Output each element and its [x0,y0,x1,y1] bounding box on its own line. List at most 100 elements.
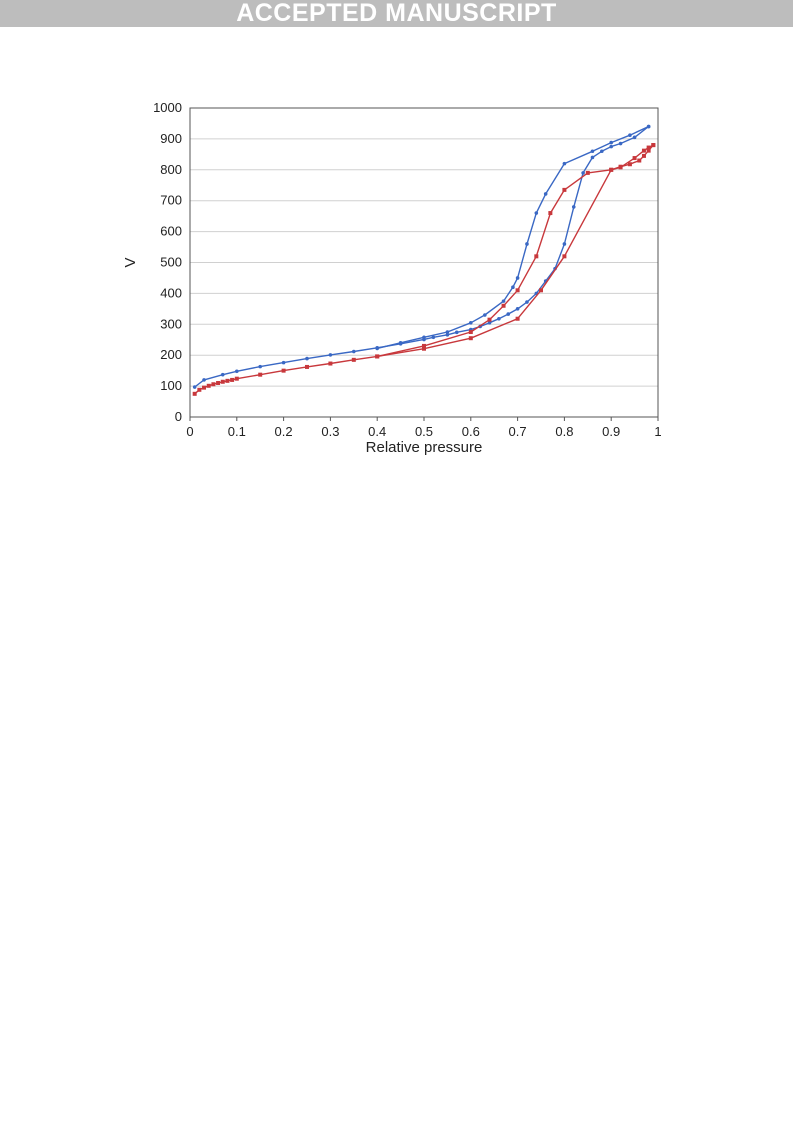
label-layer: 0 100 200 300 400 500 600 700 800 900 1000 0 0.1 0.2 0… [122,100,662,456]
data-point-blue [422,335,426,340]
data-point-red [501,303,506,308]
x-tick-label: 0.4 [368,424,386,439]
data-point-red [258,372,263,377]
data-point-red [515,316,520,321]
accepted-manuscript-banner: ACCEPTED MANUSCRIPT [0,0,793,27]
y-tick-label: 600 [160,224,182,239]
data-point-blue [487,320,492,325]
data-point-blue [445,333,450,337]
x-tick-label: 0.2 [275,424,293,439]
data-point-blue [646,124,651,129]
data-point-red [197,387,202,392]
y-tick-label: 700 [160,193,182,208]
data-point-blue [454,330,459,335]
y-tick-label: 400 [160,285,182,300]
data-point-red [646,145,651,150]
x-tick-label: 0.7 [509,424,527,439]
data-point-blue [483,313,487,317]
data-point-red [375,354,380,359]
data-point-red [220,379,225,384]
data-point-blue [431,335,436,340]
data-point-red [548,211,553,216]
data-point-red [618,165,623,170]
data-point-red [609,167,614,172]
data-point-red [328,361,333,366]
data-point-blue [590,155,595,160]
data-point-blue [281,360,286,365]
data-point-blue [192,385,197,389]
y-tick-label: 0 [175,409,182,424]
data-point-red [468,336,473,341]
x-tick-label: 0.1 [228,424,246,439]
data-point-red [202,385,207,390]
y-tick-label: 300 [160,316,182,331]
data-point-blue [469,320,473,325]
data-point-blue [375,346,380,351]
x-tick-label: 1 [654,424,661,439]
data-point-red [487,317,492,322]
x-tick-label: 0.8 [555,424,573,439]
data-point-blue [600,149,604,154]
data-point-red [230,377,235,382]
data-point-blue [534,211,539,215]
data-point-blue [609,140,613,145]
data-point-red [637,158,642,163]
y-tick-label: 1000 [153,100,182,115]
data-point-blue [632,135,637,140]
data-point-red [632,156,637,161]
data-point-blue [525,300,529,304]
data-point-red [585,170,590,175]
plot-frame [189,107,659,418]
x-tick-label: 0.9 [602,424,620,439]
data-point-red [641,148,646,153]
data-point-blue [628,133,632,137]
data-point-red [216,381,221,386]
data-point-blue [501,299,506,303]
x-axis-label: Relative pressure [366,439,483,456]
series-line-blue-adsorption [193,125,650,388]
data-point-blue [571,205,576,209]
y-axis-label: V [122,257,139,267]
data-point-blue [506,312,511,316]
data-point-red [515,288,520,293]
x-tick-label: 0.5 [415,424,433,439]
data-point-red [225,378,230,383]
data-point-blue [497,316,501,321]
data-point-blue [581,171,585,175]
data-point-red [192,391,197,396]
data-point-blue [562,242,567,246]
x-tick-label: 0.6 [462,424,480,439]
series-line-red-desorption [376,144,654,358]
data-point-blue [525,242,529,246]
data-point-red [281,368,286,373]
y-tick-label: 900 [160,131,182,146]
data-point-red [234,376,239,381]
data-point-red [351,357,356,362]
data-point-blue [398,341,403,345]
data-point-blue [305,356,309,361]
data-point-blue [258,364,262,369]
data-point-red [422,346,426,351]
y-tick-label: 100 [160,378,182,393]
axis-layer [189,107,659,421]
data-point-blue [235,369,239,374]
series-line-blue-desorption [376,125,650,350]
data-point-red [422,343,426,348]
data-point-blue [328,353,333,357]
data-point-red [534,254,539,259]
data-point-blue [590,149,595,154]
data-point-blue [511,285,515,290]
chart-svg: 0 100 200 300 400 500 600 700 800 900 1000 0 0.1 0.2 0… [122,100,662,456]
data-point-red [646,148,651,153]
data-point-blue [562,161,567,166]
data-point-red [562,187,567,192]
data-point-red [539,288,543,293]
data-point-blue [609,144,613,149]
data-point-red [641,153,646,158]
series-line-red-adsorption [193,144,654,395]
data-point-blue [202,378,206,382]
data-point-red [305,364,309,369]
data-point-blue [352,349,356,354]
data-point-blue [515,276,520,280]
data-point-red [562,254,567,259]
